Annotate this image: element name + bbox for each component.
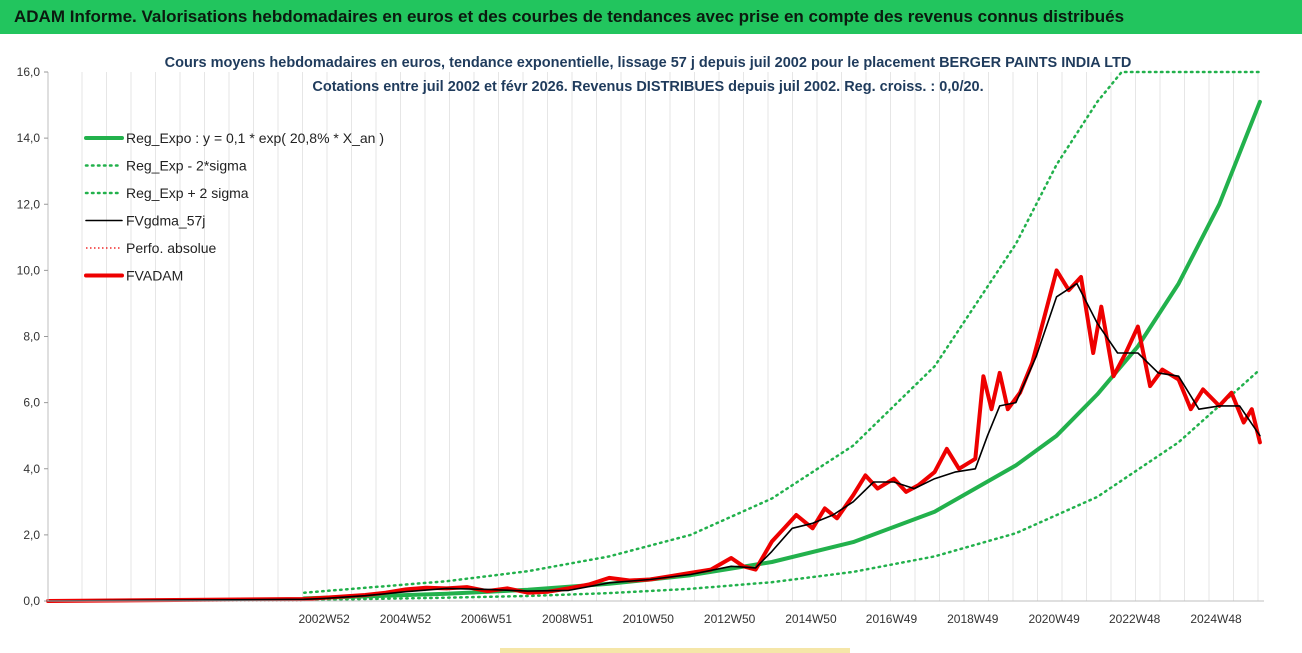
x-tick-label: 2020W49: [1028, 612, 1080, 626]
chart-title: Cours moyens hebdomadaires en euros, ten…: [165, 55, 1132, 95]
grid-layer: [81, 72, 1259, 601]
x-tick-label: 2012W50: [704, 612, 756, 626]
x-tick-label: 2010W50: [623, 612, 675, 626]
series-layer: [46, 70, 1262, 603]
chart-svg: 0,0 2,0 4,0 6,0 8,0 10,0 12,0 14,0 16,0 2002W52 20…: [17, 55, 1264, 626]
series-line-1: [302, 368, 1262, 602]
x-tick-label: 2018W49: [947, 612, 999, 626]
x-tick-label: 2016W49: [866, 612, 918, 626]
x-tick-label: 2006W51: [461, 612, 513, 626]
chart-title-line-2: Cotations entre juil 2002 et févr 2026. …: [312, 79, 983, 95]
legend-label-2: Reg_Exp + 2 sigma: [126, 185, 249, 201]
axis-layer: 0,0 2,0 4,0 6,0 8,0 10,0 12,0 14,0 16,0 2002W52 20…: [17, 65, 1264, 626]
legend-label-0: Reg_Expo : y = 0,1 * exp( 20,8% * X_an ): [126, 130, 384, 146]
y-tick-label: 6,0: [23, 396, 40, 410]
chart-title-line-1: Cours moyens hebdomadaires en euros, ten…: [165, 55, 1132, 71]
series-line-2: [302, 70, 1262, 594]
y-tick-label: 8,0: [23, 330, 40, 344]
chart-area: 0,0 2,0 4,0 6,0 8,0 10,0 12,0 14,0 16,0 2002W52 20…: [0, 34, 1302, 653]
y-tick-label: 10,0: [17, 263, 41, 277]
legend-label-5: FVADAM: [126, 268, 183, 284]
legend-label-3: FVgdma_57j: [126, 213, 205, 229]
x-tick-label: 2004W52: [380, 612, 432, 626]
y-tick-label: 0,0: [23, 594, 40, 608]
series-line-3: [47, 282, 1261, 602]
x-tick-label: 2008W51: [542, 612, 594, 626]
y-tick-label: 16,0: [17, 65, 41, 79]
x-tick-label: 2014W50: [785, 612, 837, 626]
legend-label-1: Reg_Exp - 2*sigma: [126, 158, 247, 174]
x-tick-label: 2002W52: [298, 612, 350, 626]
legend: Reg_Expo : y = 0,1 * exp( 20,8% * X_an )…: [84, 130, 384, 284]
y-tick-label: 2,0: [23, 528, 40, 542]
x-tick-label: 2022W48: [1109, 612, 1161, 626]
series-line-5: [46, 268, 1262, 603]
report-banner-title: ADAM Informe. Valorisations hebdomadaire…: [0, 0, 1302, 34]
y-tick-label: 14,0: [17, 131, 41, 145]
legend-label-4: Perfo. absolue: [126, 240, 216, 256]
bottom-strip: [500, 648, 850, 653]
y-tick-label: 12,0: [17, 197, 41, 211]
x-tick-label: 2024W48: [1190, 612, 1242, 626]
y-tick-label: 4,0: [23, 462, 40, 476]
